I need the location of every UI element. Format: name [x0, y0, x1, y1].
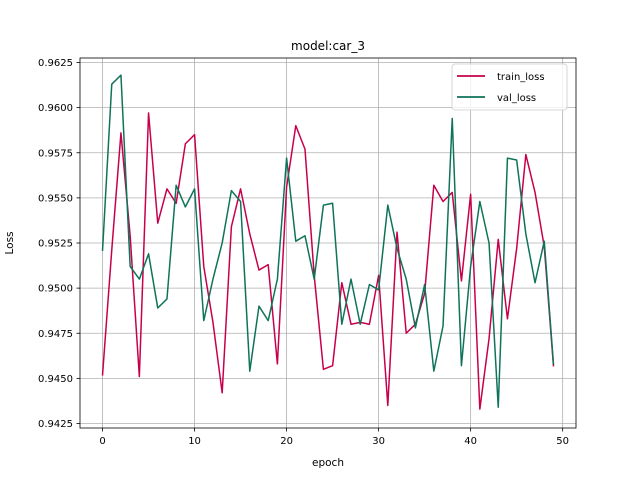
- y-tick-label: 0.9550: [38, 193, 73, 204]
- y-tick-label: 0.9475: [38, 329, 73, 340]
- y-tick-label: 0.9425: [38, 419, 73, 430]
- x-tick-label: 40: [464, 436, 477, 447]
- legend-label-train-loss: train_loss: [497, 72, 545, 83]
- y-tick-label: 0.9500: [38, 284, 73, 295]
- y-tick-label: 0.9525: [38, 239, 73, 250]
- x-tick-label: 20: [280, 436, 293, 447]
- y-tick-label: 0.9575: [38, 148, 73, 159]
- chart-title: model:car_3: [291, 39, 365, 53]
- y-tick-label: 0.9625: [38, 58, 73, 69]
- y-axis-label: Loss: [4, 231, 16, 254]
- x-tick-label: 30: [372, 436, 385, 447]
- x-tick-label: 10: [188, 436, 201, 447]
- y-tick-label: 0.9450: [38, 374, 73, 385]
- x-tick-label: 0: [99, 436, 105, 447]
- legend: train_loss val_loss: [452, 64, 567, 110]
- y-tick-label: 0.9600: [38, 103, 73, 114]
- legend-label-val-loss: val_loss: [497, 93, 536, 104]
- x-axis-label: epoch: [312, 457, 344, 469]
- x-tick-label: 50: [556, 436, 569, 447]
